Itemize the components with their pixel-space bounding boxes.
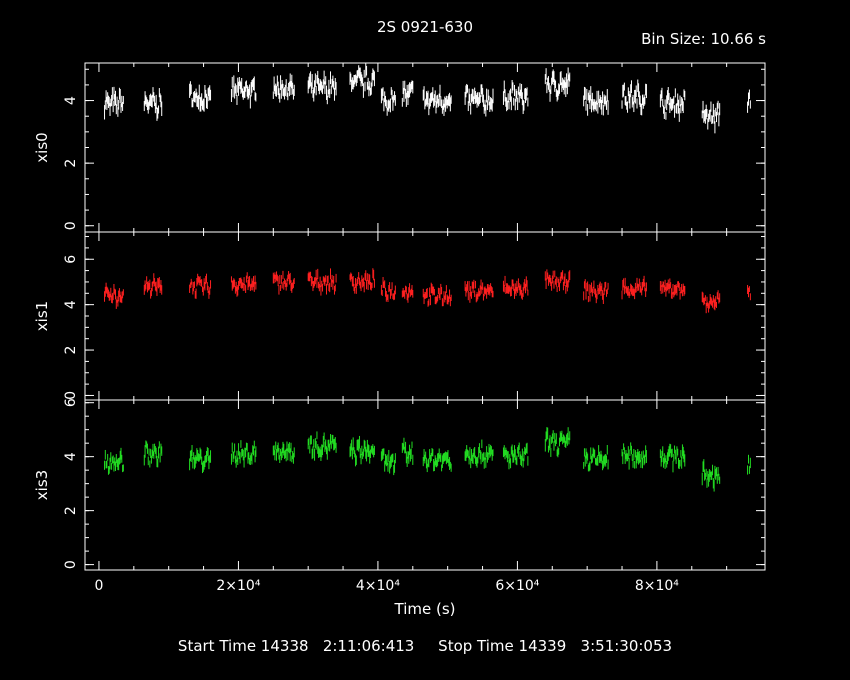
y-tick-label: 0 xyxy=(63,560,79,569)
y-tick-label: 2 xyxy=(63,506,79,515)
y-axis-label-xis1: xis1 xyxy=(33,301,51,331)
y-tick-label: 0 xyxy=(63,391,79,400)
y-tick-label: 6 xyxy=(63,255,79,264)
x-tick-label: 2×10⁴ xyxy=(216,578,260,594)
y-tick-label: 0 xyxy=(63,221,79,230)
y-tick-label: 4 xyxy=(63,96,79,105)
x-tick-label: 8×10⁴ xyxy=(635,578,679,594)
panel-frame-xis0 xyxy=(84,62,766,233)
y-tick-label: 2 xyxy=(63,346,79,355)
y-tick-label: 4 xyxy=(63,452,79,461)
y-axis-label-xis3: xis3 xyxy=(33,470,51,500)
y-axis-label-xis0: xis0 xyxy=(33,132,51,162)
bin-size-label: Bin Size: 10.66 s xyxy=(641,30,766,48)
x-tick-label: 0 xyxy=(94,578,103,594)
panel-frame-xis3 xyxy=(84,399,766,571)
y-tick-label: 4 xyxy=(63,300,79,309)
panel-frame-xis1 xyxy=(84,231,766,401)
y-tick-label: 6 xyxy=(63,398,79,407)
y-tick-label: 2 xyxy=(63,159,79,168)
x-tick-label: 6×10⁴ xyxy=(495,578,539,594)
time-range-footer: Start Time 14338 2:11:06:413 Stop Time 1… xyxy=(177,637,673,655)
x-tick-label: 4×10⁴ xyxy=(356,578,400,594)
x-axis-label: Time (s) xyxy=(394,600,456,618)
chart-title: 2S 0921-630 xyxy=(376,18,474,36)
